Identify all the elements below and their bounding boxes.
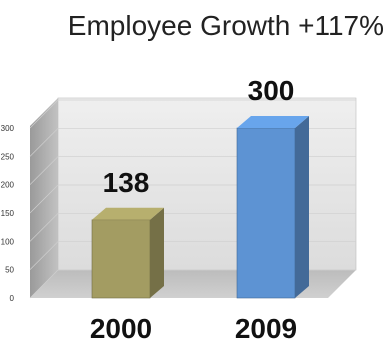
bars xyxy=(91,116,309,299)
gridline-side xyxy=(29,213,59,242)
bar-side xyxy=(150,207,164,298)
data-label: 138 xyxy=(103,167,150,198)
gridline-side xyxy=(29,184,59,214)
y-tick-label: 250 xyxy=(1,152,15,161)
category-label: 2009 xyxy=(235,313,297,344)
bar-2009 xyxy=(236,116,309,299)
y-tick-label: 150 xyxy=(1,209,15,218)
y-tick-label: 200 xyxy=(1,181,15,190)
y-axis-ticks: 0 50 100 150 200 250 300 xyxy=(1,124,15,303)
gridline-side xyxy=(29,241,59,270)
labels: 138 2000 300 2009 xyxy=(90,75,297,344)
side-wall xyxy=(30,98,58,298)
y-tick-label: 0 xyxy=(10,294,15,303)
gridline-side xyxy=(29,128,59,157)
y-tick-label: 50 xyxy=(5,266,14,275)
chart-title: Employee Growth +117% xyxy=(67,10,384,41)
bar-front xyxy=(236,127,296,299)
bar-2000 xyxy=(91,207,164,299)
bar-top xyxy=(92,207,164,220)
gridline-side xyxy=(29,269,59,299)
y-tick-label: 300 xyxy=(1,124,15,133)
gridline-side xyxy=(29,99,59,129)
data-label: 300 xyxy=(248,75,295,106)
gridline-side xyxy=(29,156,59,185)
bar-side xyxy=(295,116,309,298)
category-label: 2000 xyxy=(90,313,152,344)
y-tick-label: 100 xyxy=(1,237,15,246)
bar-front xyxy=(91,219,151,299)
bar-top xyxy=(237,116,309,128)
